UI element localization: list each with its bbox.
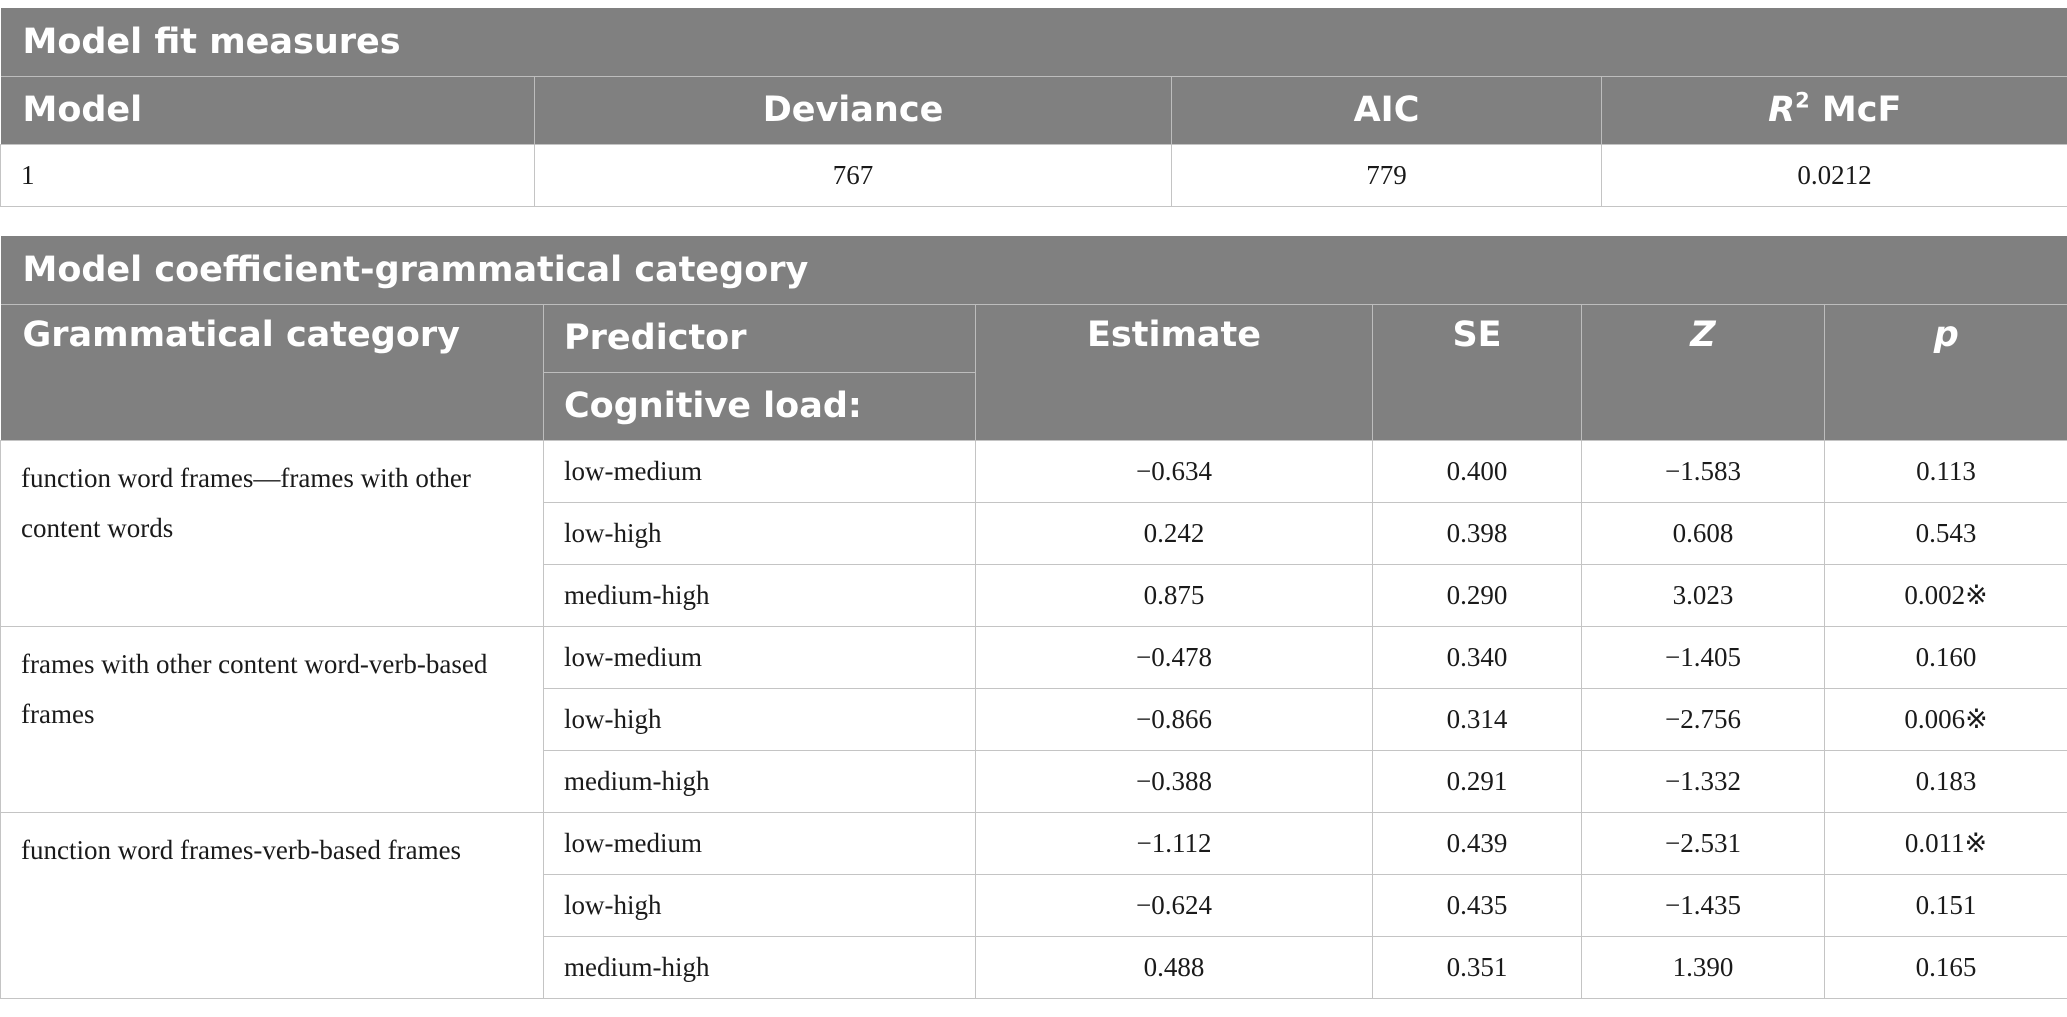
col-header-p: p <box>1824 303 2067 440</box>
r2-symbol: R <box>1768 90 1796 130</box>
estimate-cell: −1.112 <box>975 811 1373 875</box>
p-cell: 0.011※ <box>1824 811 2067 875</box>
estimate-cell: −0.624 <box>975 873 1373 937</box>
estimate-cell: −0.634 <box>975 439 1373 503</box>
col-header-deviance: Deviance <box>534 75 1172 144</box>
col-subheader-cognitive-load: Cognitive load: <box>543 371 976 440</box>
z-cell: 0.608 <box>1581 501 1825 565</box>
category-cell: frames with other content word-verb-base… <box>0 625 544 813</box>
predictor-cell: medium-high <box>543 563 976 627</box>
coefficient-title: Model coefficient-grammatical category <box>22 249 809 290</box>
z-cell: −1.332 <box>1581 749 1825 813</box>
table-row: 1 767 779 0.0212 <box>0 143 2067 207</box>
r2-superscript: 2 <box>1795 88 1810 113</box>
col-header-aic: AIC <box>1171 75 1602 144</box>
table-row: low-high −0.866 0.314 −2.756 0.006※ <box>1 687 2067 751</box>
r2-suffix: McF <box>1809 90 1902 130</box>
table-row: medium-high −0.388 0.291 −1.332 0.183 <box>1 749 2067 813</box>
se-cell: 0.351 <box>1372 935 1582 999</box>
col-header-r2-mcf: R2 McF <box>1601 75 2067 144</box>
table-row: function word frames-verb-based frames l… <box>0 811 2067 999</box>
col-header-se: SE <box>1372 303 1582 440</box>
predictor-cell: low-high <box>543 501 976 565</box>
se-cell: 0.400 <box>1372 439 1582 503</box>
se-cell: 0.290 <box>1372 563 1582 627</box>
predictor-cell: low-medium <box>543 811 976 875</box>
category-cell: function word frames-verb-based frames <box>0 811 544 999</box>
predictor-cell: low-medium <box>543 439 976 503</box>
z-cell: −2.756 <box>1581 687 1825 751</box>
predictor-cell: low-high <box>543 687 976 751</box>
z-cell: −2.531 <box>1581 811 1825 875</box>
table-row: frames with other content word-verb-base… <box>0 625 2067 813</box>
se-cell: 0.291 <box>1372 749 1582 813</box>
p-cell: 0.165 <box>1824 935 2067 999</box>
cell-aic: 779 <box>1171 143 1602 207</box>
se-cell: 0.314 <box>1372 687 1582 751</box>
table-row: medium-high 0.488 0.351 1.390 0.165 <box>1 935 2067 999</box>
z-cell: −1.435 <box>1581 873 1825 937</box>
coefficient-table: Model coefficient-grammatical category G… <box>0 236 2067 999</box>
estimate-cell: 0.875 <box>975 563 1373 627</box>
cell-model: 1 <box>0 143 535 207</box>
se-cell: 0.340 <box>1372 625 1582 689</box>
col-header-estimate: Estimate <box>975 303 1373 440</box>
z-cell: −1.583 <box>1581 439 1825 503</box>
col-header-predictor: Predictor <box>543 303 976 372</box>
z-cell: 3.023 <box>1581 563 1825 627</box>
p-cell: 0.006※ <box>1824 687 2067 751</box>
se-cell: 0.435 <box>1372 873 1582 937</box>
z-cell: 1.390 <box>1581 935 1825 999</box>
col-header-category: Grammatical category <box>0 303 544 440</box>
cell-deviance: 767 <box>534 143 1172 207</box>
se-cell: 0.439 <box>1372 811 1582 875</box>
estimate-cell: 0.488 <box>975 935 1373 999</box>
se-cell: 0.398 <box>1372 501 1582 565</box>
p-cell: 0.113 <box>1824 439 2067 503</box>
estimate-cell: −0.866 <box>975 687 1373 751</box>
model-fit-title: Model fit measures <box>22 21 401 62</box>
table-row: function word frames—frames with other c… <box>0 439 2067 627</box>
estimate-cell: 0.242 <box>975 501 1373 565</box>
table-row: medium-high 0.875 0.290 3.023 0.002※ <box>1 563 2067 627</box>
p-cell: 0.151 <box>1824 873 2067 937</box>
model-fit-table: Model fit measures Model Deviance AIC R2… <box>0 8 2067 207</box>
predictor-cell: medium-high <box>543 935 976 999</box>
p-cell: 0.543 <box>1824 501 2067 565</box>
z-cell: −1.405 <box>1581 625 1825 689</box>
predictor-cell: medium-high <box>543 749 976 813</box>
predictor-cell: low-high <box>543 873 976 937</box>
category-cell: function word frames—frames with other c… <box>0 439 544 627</box>
table-row: low-high −0.624 0.435 −1.435 0.151 <box>1 873 2067 937</box>
p-cell: 0.002※ <box>1824 563 2067 627</box>
p-cell: 0.160 <box>1824 625 2067 689</box>
col-header-model: Model <box>0 75 535 144</box>
cell-r2: 0.0212 <box>1601 143 2067 207</box>
col-header-z: Z <box>1581 303 1825 440</box>
p-cell: 0.183 <box>1824 749 2067 813</box>
estimate-cell: −0.388 <box>975 749 1373 813</box>
predictor-cell: low-medium <box>543 625 976 689</box>
estimate-cell: −0.478 <box>975 625 1373 689</box>
